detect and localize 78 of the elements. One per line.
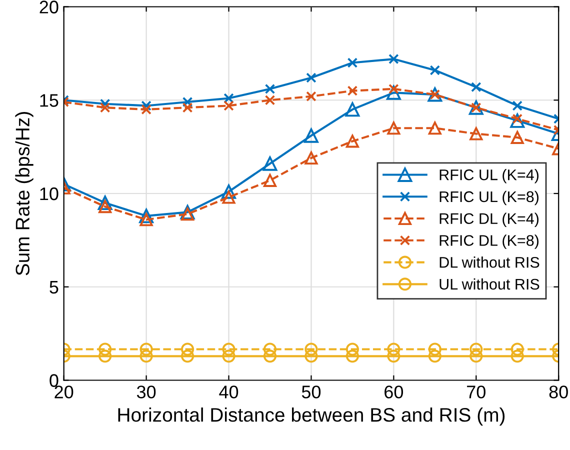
legend-label: UL without RIS bbox=[440, 278, 540, 290]
point bbox=[139, 208, 154, 224]
point bbox=[428, 122, 442, 135]
point bbox=[224, 93, 234, 104]
x-tick-label: 60 bbox=[384, 386, 404, 398]
y-tick-label: 10 bbox=[40, 187, 58, 200]
point bbox=[263, 174, 277, 187]
point bbox=[306, 72, 316, 83]
point bbox=[98, 200, 112, 214]
point bbox=[512, 100, 523, 111]
point bbox=[100, 102, 110, 113]
point bbox=[510, 113, 525, 128]
x-axis-title: Horizontal Distance between BS and RIS (m) bbox=[118, 408, 505, 426]
legend-label: RFIC DL (K=4) bbox=[440, 212, 539, 228]
point bbox=[471, 82, 482, 92]
point bbox=[100, 98, 110, 109]
point bbox=[304, 128, 318, 143]
x-tick-label: 50 bbox=[302, 386, 321, 398]
point bbox=[98, 350, 112, 363]
point bbox=[387, 122, 400, 135]
point bbox=[264, 84, 276, 94]
point bbox=[387, 342, 400, 356]
point bbox=[345, 102, 360, 117]
y-axis-title: Sum Rate (bps/Hz) bbox=[15, 112, 34, 276]
point bbox=[140, 350, 153, 363]
point bbox=[263, 342, 277, 356]
point bbox=[428, 342, 442, 356]
point bbox=[140, 213, 153, 226]
point bbox=[222, 342, 236, 356]
point bbox=[510, 350, 524, 363]
point bbox=[346, 350, 359, 363]
point bbox=[470, 350, 483, 363]
legend-label: RFIC UL (K=4) bbox=[440, 169, 539, 184]
point bbox=[347, 58, 358, 68]
legend-label: RFIC UL (K=8) bbox=[440, 190, 539, 206]
point bbox=[304, 151, 318, 165]
x-tick-label: 70 bbox=[467, 386, 486, 398]
point bbox=[98, 342, 112, 356]
point bbox=[346, 134, 359, 148]
point bbox=[181, 342, 194, 356]
point bbox=[510, 130, 524, 144]
x-tick-label: 40 bbox=[219, 386, 238, 398]
point bbox=[304, 342, 318, 356]
point bbox=[182, 96, 193, 108]
y-tick-label: 0 bbox=[50, 374, 58, 387]
point bbox=[264, 94, 276, 106]
x-tick-label: 30 bbox=[136, 386, 156, 398]
point bbox=[262, 156, 278, 171]
point bbox=[306, 91, 316, 102]
point bbox=[470, 127, 483, 140]
point bbox=[263, 350, 277, 363]
point bbox=[510, 342, 524, 356]
point bbox=[98, 196, 112, 210]
point bbox=[141, 104, 152, 115]
point bbox=[470, 342, 483, 356]
point bbox=[388, 54, 399, 64]
point bbox=[181, 208, 194, 221]
legend-label: DL without RIS bbox=[440, 256, 540, 268]
point bbox=[181, 350, 194, 363]
point bbox=[387, 350, 400, 363]
point bbox=[428, 350, 442, 363]
point bbox=[386, 85, 401, 100]
point bbox=[346, 342, 359, 356]
legend-label: RFIC DL (K=8) bbox=[440, 234, 539, 249]
x-tick-label: 80 bbox=[549, 386, 568, 398]
point bbox=[304, 350, 318, 363]
y-tick-label: 15 bbox=[40, 94, 58, 107]
point bbox=[141, 100, 152, 111]
point bbox=[140, 342, 153, 356]
point bbox=[182, 102, 193, 113]
point bbox=[430, 65, 440, 76]
point bbox=[224, 100, 234, 111]
point bbox=[347, 86, 358, 96]
point bbox=[222, 350, 236, 363]
y-tick-label: 5 bbox=[50, 280, 58, 294]
point bbox=[222, 184, 236, 199]
y-tick-label: 20 bbox=[40, 0, 58, 14]
point bbox=[222, 190, 236, 204]
